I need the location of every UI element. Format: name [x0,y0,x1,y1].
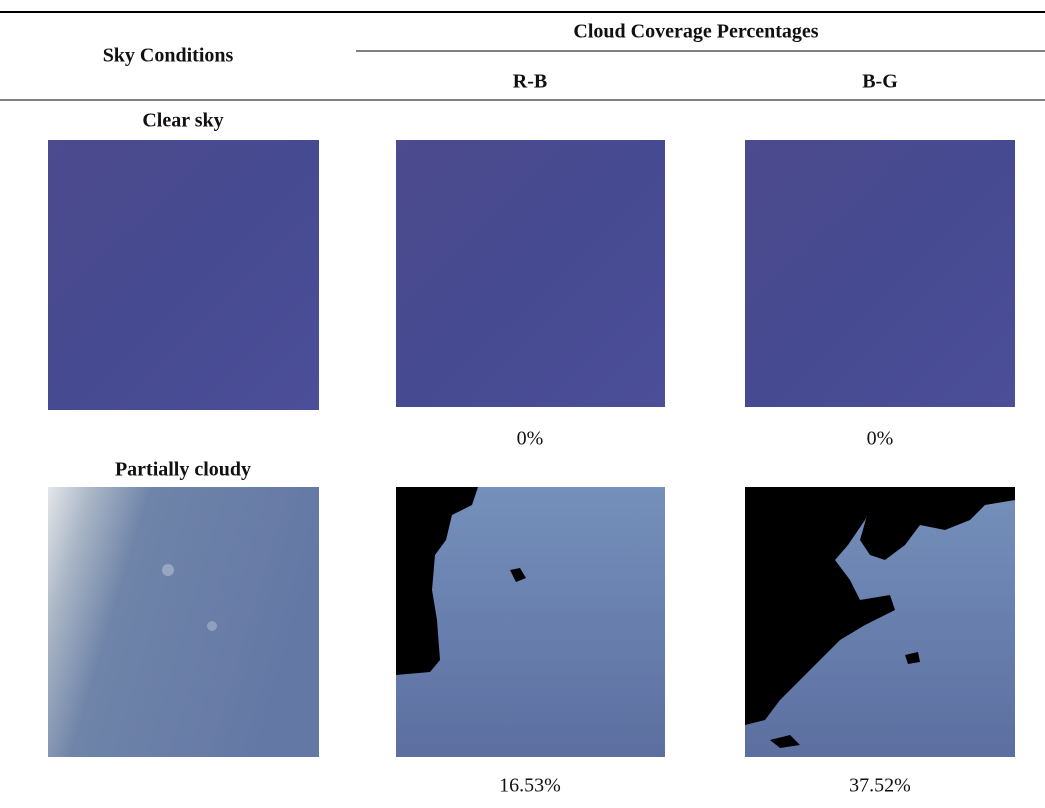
cell-value: 0% [867,428,894,450]
cell-value: 16.53% [499,775,561,797]
header-cell: R-B [513,71,547,93]
header-group: Cloud Coverage Percentages [573,21,818,43]
cell-value: 0% [517,428,544,450]
header-cell: B-G [862,71,898,93]
header-cell: Sky Conditions [103,45,234,67]
table: Sky Conditions Cloud Coverage Percentage… [0,0,1045,803]
sky-image [396,140,665,407]
row-label: Partially cloudy [115,459,251,481]
sky-image [745,487,1015,757]
cell-value: 37.52% [849,775,911,797]
sky-image [48,140,319,410]
row-label: Clear sky [142,110,223,132]
sky-image [48,487,319,757]
sky-image [745,140,1015,407]
sky-image [396,487,665,757]
